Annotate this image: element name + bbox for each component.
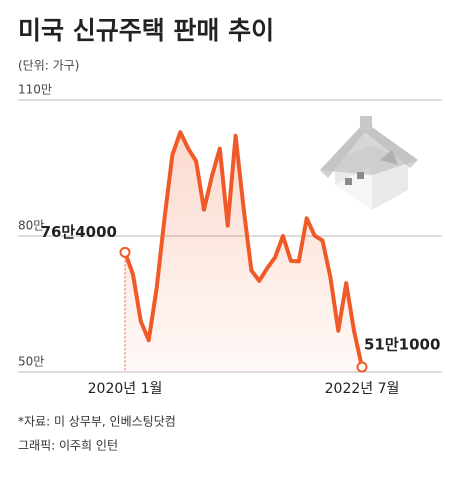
chart-subtitle: (단위: 가구)	[18, 59, 79, 73]
credit: 그래픽: 이주희 인턴	[18, 439, 118, 453]
chart-title: 미국 신규주택 판매 추이	[18, 16, 274, 45]
value-label: 51만1000	[364, 336, 440, 354]
house-icon	[320, 116, 418, 210]
end-marker	[119, 246, 131, 258]
x-tick-label: 2020년 1월	[88, 381, 163, 397]
source: *자료: 미 상무부, 인베스팅닷컴	[18, 415, 176, 429]
y-tick-label: 110만	[18, 83, 52, 97]
y-tick-label: 50만	[18, 355, 44, 369]
value-label: 76만4000	[41, 223, 117, 241]
y-tick-label: 80만	[18, 219, 44, 233]
line	[123, 130, 364, 368]
area	[125, 132, 362, 372]
end-marker	[356, 361, 368, 373]
x-tick-label: 2022년 7월	[325, 381, 400, 397]
